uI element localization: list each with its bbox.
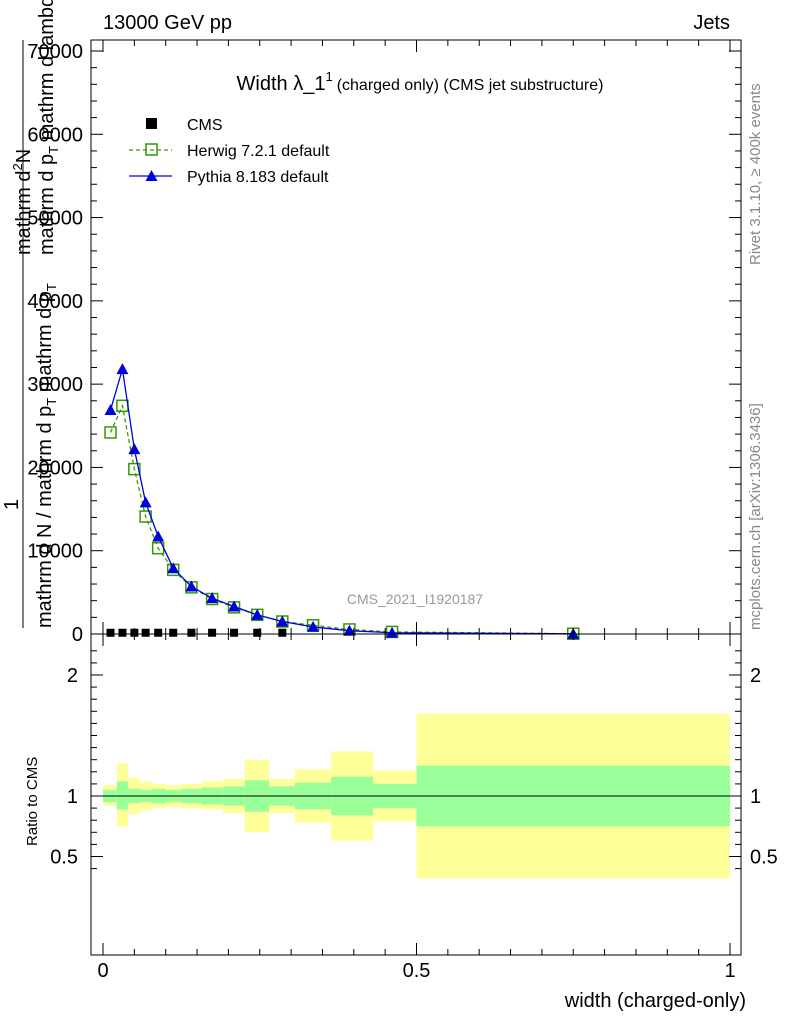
legend-herwig-label: Herwig 7.2.1 default — [187, 143, 330, 160]
main-ylabel-den-main: mathrm d N / mathrm d p — [34, 406, 56, 628]
ratio-xlabel: width (charged-only) — [564, 990, 746, 1012]
cms-point — [230, 628, 239, 637]
main-title-sup: 1 — [325, 69, 332, 84]
cms-point — [278, 628, 287, 637]
main-y-tick-label: 20000 — [27, 457, 83, 479]
pythia-point — [128, 443, 141, 455]
pythia-point — [206, 592, 219, 604]
pythia-point — [185, 580, 198, 592]
main-ylabel-den-sub: T — [44, 398, 59, 406]
herwig-point — [104, 426, 117, 439]
ratio-y-tick-label-right: 2 — [750, 665, 761, 687]
pythia-point — [104, 403, 117, 415]
energy-label: 13000 GeV pp — [103, 12, 232, 34]
main-ylabel-numerator: 1 — [1, 499, 23, 510]
main-ylabel-top: mathrm d2N — [10, 149, 35, 255]
legend-cms-label: CMS — [187, 117, 223, 134]
main-y-tick-label: 50000 — [27, 208, 83, 230]
main-y-tick-label: 70000 — [27, 41, 83, 63]
cms-point — [106, 628, 115, 637]
ratio-y-tick-label: 2 — [67, 665, 78, 687]
pythia-point — [276, 615, 289, 627]
cms-point — [169, 628, 178, 637]
pythia-point — [152, 530, 165, 542]
legend-herwig-marker — [145, 143, 158, 156]
ratio-x-tick-label: 1 — [724, 960, 735, 982]
pythia-point — [228, 600, 241, 612]
main-ylabel-top-sup: 2 — [10, 163, 25, 170]
process-label: Jets — [693, 12, 730, 34]
ratio-inner-band — [116, 781, 129, 810]
pythia-point — [139, 496, 152, 508]
main-frame: 0 10000 20000 30000 40000 50000 60000 70000 — [27, 39, 742, 646]
main-ylabel-top-den-rest: mathrm d lambda — [36, 0, 58, 146]
cms-point — [118, 628, 127, 637]
main-y-tick-label: 30000 — [27, 374, 83, 396]
pythia-point — [116, 363, 129, 375]
ratio-y-tick-label: 0.5 — [50, 847, 78, 869]
pythia-point — [251, 608, 264, 620]
legend-cms-marker — [146, 118, 157, 129]
main-ylabel-top-den-main: mathrm d p — [36, 154, 58, 255]
watermark: CMS_2021_I1920187 — [347, 591, 483, 607]
main-ylabel-den-sub2: T — [44, 283, 59, 291]
main-y-tick-label: 60000 — [27, 124, 83, 146]
ratio-x-tick-label: 0 — [97, 960, 108, 982]
main-title-main: Width λ_1 — [237, 73, 326, 95]
ratio-y-tick-label-right: 1 — [750, 786, 761, 808]
herwig-line — [109, 403, 574, 635]
main-title-rest: (charged only) (CMS jet substructure) — [337, 77, 604, 94]
pythia-point — [343, 624, 356, 636]
cms-point — [141, 628, 150, 637]
ratio-y-tick-label-right: 0.5 — [750, 847, 778, 869]
cms-point — [208, 628, 217, 637]
legend-pythia-label: Pythia 8.183 default — [187, 169, 329, 186]
cms-point — [187, 628, 196, 637]
ratio-frame: 0.5 0.5 1 1 2 2 0 0.5 1 — [50, 633, 778, 982]
main-ylabel: 1 mathrm d2N mathrm d pT mathrm d lambda… — [1, 0, 61, 628]
main-ylabel-den: mathrm d N / mathrm d pT mathrm d pT — [34, 283, 59, 628]
main-ylabel-den-rest: mathrm d p — [34, 291, 56, 398]
ratio-y-tick-label: 1 — [67, 786, 78, 808]
cms-point — [154, 628, 163, 637]
pythia-point — [386, 626, 399, 638]
main-title: Width λ_11 (charged only) (CMS jet substr… — [237, 69, 604, 95]
main-ylabel-top-den: mathrm d pT mathrm d lambda — [36, 0, 61, 255]
pythia-line — [109, 368, 574, 635]
ratio-band-group — [103, 713, 730, 879]
ratio-ylabel: Ratio to CMS — [24, 757, 41, 846]
pythia-point — [167, 562, 180, 574]
main-ylabel-top-num: mathrm d — [13, 171, 35, 255]
ratio-x-tick-label: 0.5 — [403, 960, 431, 982]
mcplots-label: mcplots.cern.ch [arXiv:1306.3436] — [747, 403, 764, 630]
pythia-point — [307, 620, 320, 632]
main-y-tick-label: 40000 — [27, 291, 83, 313]
main-y-tick-label: 10000 — [27, 541, 83, 563]
legend: CMS Herwig 7.2.1 default Pythia 8.183 de… — [129, 117, 330, 186]
main-ylabel-top-rest: N — [13, 149, 35, 163]
herwig-point — [128, 462, 141, 476]
legend-pythia-marker — [145, 170, 158, 181]
main-ylabel-top-den-sub: T — [46, 146, 61, 154]
main-series-group — [104, 363, 580, 641]
rivet-label: Rivet 3.1.10, ≥ 400k events — [747, 83, 764, 265]
cms-point — [253, 628, 262, 637]
main-y-tick-label: 0 — [72, 624, 83, 646]
